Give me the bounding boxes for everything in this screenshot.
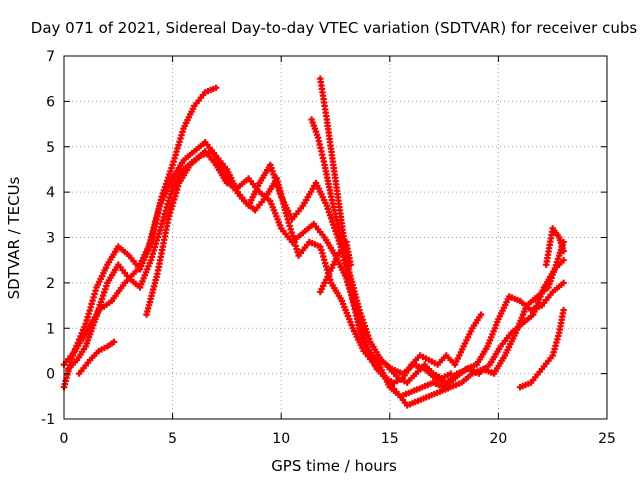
y-axis-title: SDTVAR / TECUs <box>5 176 23 299</box>
y-tick-label: -1 <box>41 412 55 428</box>
series-markers <box>65 139 567 386</box>
series-markers <box>317 75 485 386</box>
y-tick-label: 1 <box>46 321 55 337</box>
series-trace-4 <box>143 148 567 409</box>
y-tick-label: 7 <box>46 49 55 65</box>
series-trace-9 <box>543 225 567 268</box>
series-trace-6 <box>308 116 454 386</box>
series-trace-10 <box>76 338 118 377</box>
series-markers <box>308 116 454 386</box>
x-tick-label: 5 <box>168 431 177 447</box>
series-trace-5 <box>317 75 485 386</box>
series-markers <box>543 225 567 268</box>
x-tick-label: 20 <box>489 431 507 447</box>
axis-ticks: 0 5 10 15 20 25 -1 0 1 2 3 4 5 6 7 <box>41 49 616 447</box>
series-markers <box>76 338 118 377</box>
x-tick-label: 0 <box>60 431 69 447</box>
x-tick-label: 25 <box>598 431 616 447</box>
series-trace-3 <box>65 139 567 386</box>
data-points <box>60 75 567 409</box>
x-tick-label: 10 <box>272 431 290 447</box>
series-markers <box>516 306 567 391</box>
chart-title: Day 071 of 2021, Sidereal Day-to-day VTE… <box>31 19 638 37</box>
y-tick-label: 4 <box>46 185 55 201</box>
y-tick-label: 5 <box>46 140 55 156</box>
series-markers <box>143 148 567 409</box>
series-markers <box>317 238 354 296</box>
y-tick-label: 6 <box>46 94 55 110</box>
series-trace-7 <box>317 238 354 296</box>
series-trace-8 <box>516 306 567 391</box>
x-axis-title: GPS time / hours <box>271 457 397 475</box>
y-tick-label: 3 <box>46 231 55 247</box>
y-tick-label: 0 <box>46 367 55 383</box>
x-tick-label: 15 <box>381 431 399 447</box>
y-tick-label: 2 <box>46 276 55 292</box>
